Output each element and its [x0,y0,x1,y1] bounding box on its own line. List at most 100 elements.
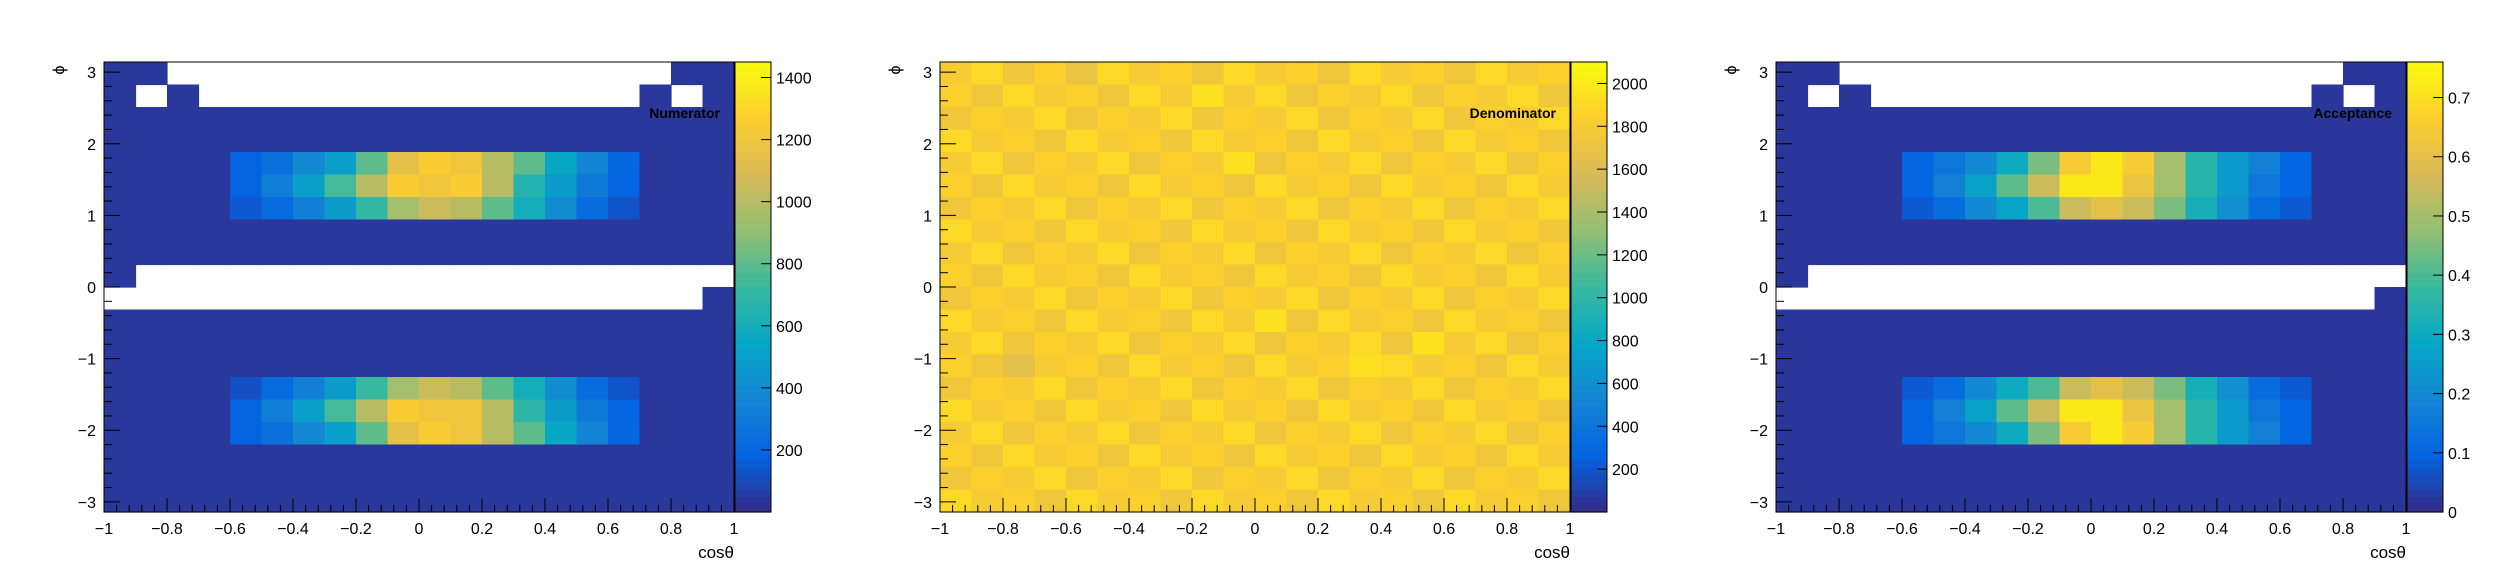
color-scale-band [2407,317,2443,325]
heatmap-cell [1902,175,1934,198]
heatmap-cell [2280,332,2312,355]
heatmap-cell [1808,107,1840,130]
color-scale-band [735,100,771,108]
heatmap-cell [1255,130,1287,153]
heatmap-cell [1003,377,1035,400]
heatmap-cells [1776,62,2407,513]
heatmap-cell [1413,287,1445,310]
heatmap-cell [1934,107,1966,130]
heatmap-cell [104,355,136,378]
heatmap-cell [1287,422,1319,445]
heatmap-cell [671,242,703,265]
heatmap-cell [230,445,262,468]
heatmap-cell [2091,422,2123,445]
heatmap-cell [104,422,136,445]
heatmap-cell [2217,332,2249,355]
heatmap-cell [1129,130,1161,153]
heatmap-cell [2312,490,2344,513]
heatmap-cell [1808,220,1840,243]
heatmap-cell [2123,422,2155,445]
heatmap-cell [325,197,357,220]
heatmap-cell [1129,175,1161,198]
heatmap-cell [1808,310,1840,333]
x-tick-label: 1 [1566,521,1575,538]
color-scale-band [1571,302,1607,310]
color-scale-band [1571,490,1607,498]
heatmap-cell [230,422,262,445]
heatmap-cell [2375,332,2407,355]
color-scale-band [1571,460,1607,468]
heatmap-cell [1413,490,1445,513]
heatmap-cell [167,130,199,153]
color-scale-tick-label: 1600 [1612,162,1648,179]
heatmap-cell [940,355,972,378]
heatmap-cell [1965,197,1997,220]
color-scale-band [2407,400,2443,408]
heatmap-cell [1507,62,1539,85]
heatmap-cell [419,377,451,400]
heatmap-cell [545,377,577,400]
heatmap-cell [1066,152,1098,175]
color-scale-band [2407,145,2443,153]
heatmap-cell [577,220,609,243]
heatmap-cell [136,377,168,400]
heatmap-cell [136,130,168,153]
heatmap-cell [1444,152,1476,175]
heatmap-cell [2154,467,2186,490]
heatmap-cell [2312,175,2344,198]
color-scale-tick-label: 1200 [1612,248,1648,265]
heatmap-cell [2375,400,2407,423]
heatmap-cell [356,152,388,175]
heatmap-cell [136,175,168,198]
heatmap-cell [1871,152,1903,175]
color-scale-band [2407,430,2443,438]
heatmap-cell [2217,355,2249,378]
color-scale-band [2407,62,2443,70]
heatmap-cell [1003,355,1035,378]
color-scale-band [735,167,771,175]
heatmap-cell [1381,445,1413,468]
heatmap-cell [1255,175,1287,198]
color-scale-band [735,295,771,303]
y-tick-label: 0 [923,280,932,297]
heatmap-cell [262,377,294,400]
heatmap-cell [671,422,703,445]
color-scale-band [735,467,771,475]
heatmap-cell [419,355,451,378]
heatmap-cell [2280,175,2312,198]
heatmap-cell [1934,332,1966,355]
heatmap-cell [1776,332,1808,355]
heatmap-cell [1129,287,1161,310]
heatmap-cell [1192,400,1224,423]
heatmap-cell [1003,152,1035,175]
heatmap-cell [2312,197,2344,220]
heatmap-cell [1444,400,1476,423]
heatmap-cell [2343,62,2375,85]
color-scale-band [2407,497,2443,505]
heatmap-cell [1902,130,1934,153]
heatmap-cell [167,310,199,333]
heatmap-cell [1287,490,1319,513]
heatmap-cell [1003,220,1035,243]
heatmap-cell [514,400,546,423]
heatmap-cell [1413,197,1445,220]
heatmap-cell [545,310,577,333]
heatmap-cell [1035,377,1067,400]
heatmap-cell [608,310,640,333]
heatmap-cell [1476,377,1508,400]
heatmap-cell [1224,310,1256,333]
x-tick-label: −0.6 [1050,521,1082,538]
color-scale-band [735,242,771,250]
heatmap-cell [2312,422,2344,445]
heatmap-cell [2186,242,2218,265]
heatmap-cell [2154,355,2186,378]
heatmap-cell [2060,490,2092,513]
heatmap-cell [167,175,199,198]
heatmap-cell [1066,467,1098,490]
heatmap-cell [703,310,735,333]
heatmap-cell [451,355,483,378]
heatmap-cell [293,107,325,130]
heatmap-cells [940,62,1571,513]
heatmap-cell [2312,400,2344,423]
heatmap-cell [262,490,294,513]
